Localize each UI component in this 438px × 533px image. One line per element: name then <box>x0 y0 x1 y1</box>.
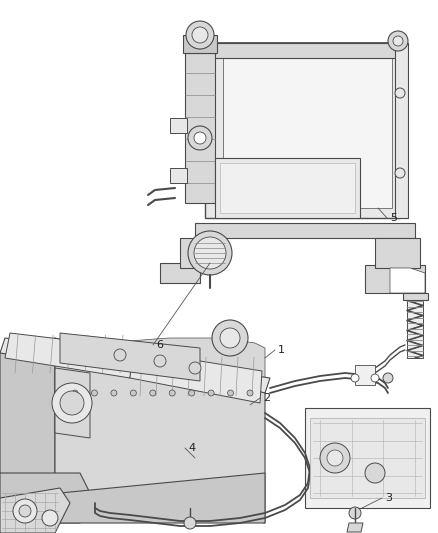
Polygon shape <box>60 333 200 381</box>
Circle shape <box>52 383 92 423</box>
Polygon shape <box>170 168 187 183</box>
Circle shape <box>388 31 408 51</box>
Text: 3: 3 <box>385 493 392 503</box>
Circle shape <box>371 374 379 382</box>
Circle shape <box>13 499 37 523</box>
Polygon shape <box>365 265 425 293</box>
Polygon shape <box>170 118 187 133</box>
Polygon shape <box>0 473 90 523</box>
Circle shape <box>188 126 212 150</box>
Circle shape <box>184 517 196 529</box>
Circle shape <box>42 510 58 526</box>
Polygon shape <box>355 365 375 385</box>
Circle shape <box>220 328 240 348</box>
Polygon shape <box>403 293 428 300</box>
Polygon shape <box>5 333 135 378</box>
Circle shape <box>327 450 343 466</box>
Polygon shape <box>220 163 355 213</box>
Polygon shape <box>60 473 265 523</box>
Circle shape <box>351 374 359 382</box>
Polygon shape <box>0 338 55 493</box>
Polygon shape <box>215 158 360 218</box>
Circle shape <box>208 390 214 396</box>
Bar <box>407 298 423 358</box>
Circle shape <box>194 237 226 269</box>
Polygon shape <box>223 58 392 208</box>
Circle shape <box>395 168 405 178</box>
Text: 1: 1 <box>278 345 285 355</box>
Circle shape <box>365 463 385 483</box>
Circle shape <box>212 320 248 356</box>
Circle shape <box>247 390 253 396</box>
Circle shape <box>194 132 206 144</box>
Polygon shape <box>0 488 70 533</box>
Circle shape <box>169 390 175 396</box>
Circle shape <box>150 390 156 396</box>
Text: 6: 6 <box>156 340 163 350</box>
Circle shape <box>131 390 136 396</box>
Text: 4: 4 <box>188 443 195 453</box>
Text: 5: 5 <box>390 213 397 223</box>
Polygon shape <box>55 368 90 438</box>
Circle shape <box>192 27 208 43</box>
Circle shape <box>189 390 194 396</box>
Circle shape <box>92 390 97 396</box>
Polygon shape <box>390 268 425 293</box>
Text: 2: 2 <box>263 393 270 403</box>
Circle shape <box>349 507 361 519</box>
Polygon shape <box>55 338 265 523</box>
Polygon shape <box>183 35 217 53</box>
Circle shape <box>395 88 405 98</box>
Polygon shape <box>0 338 270 393</box>
Polygon shape <box>310 418 425 498</box>
Circle shape <box>320 443 350 473</box>
Circle shape <box>19 505 31 517</box>
Polygon shape <box>375 238 420 268</box>
Polygon shape <box>160 263 200 283</box>
Circle shape <box>228 390 233 396</box>
Circle shape <box>393 36 403 46</box>
Polygon shape <box>347 523 363 532</box>
Polygon shape <box>205 43 400 218</box>
Polygon shape <box>205 43 405 58</box>
Circle shape <box>189 362 201 374</box>
Polygon shape <box>0 338 265 446</box>
Circle shape <box>154 355 166 367</box>
Polygon shape <box>180 238 220 268</box>
Polygon shape <box>305 408 430 508</box>
Circle shape <box>114 349 126 361</box>
Polygon shape <box>195 223 415 238</box>
Polygon shape <box>185 53 215 203</box>
Circle shape <box>188 231 232 275</box>
Circle shape <box>72 390 78 396</box>
Circle shape <box>60 391 84 415</box>
Circle shape <box>111 390 117 396</box>
Circle shape <box>186 21 214 49</box>
Polygon shape <box>130 350 262 403</box>
Polygon shape <box>395 43 408 218</box>
Circle shape <box>383 373 393 383</box>
